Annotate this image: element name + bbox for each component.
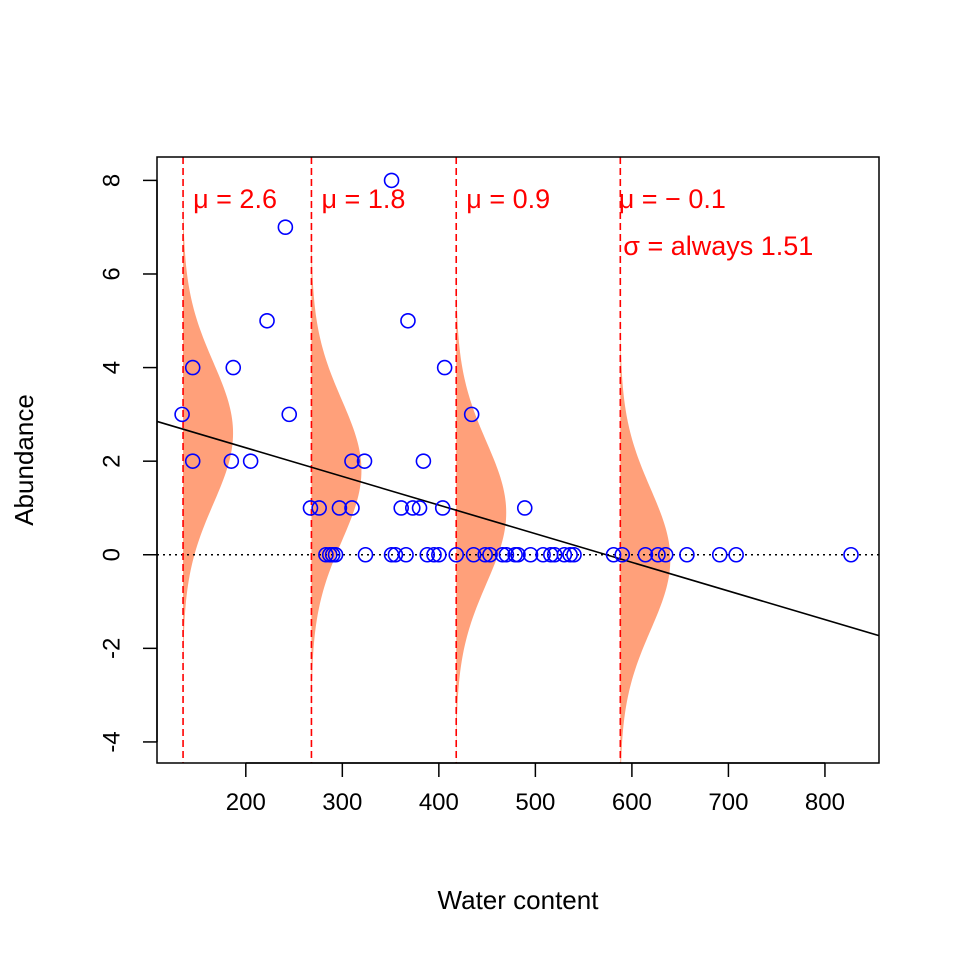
data-point-34	[436, 359, 453, 376]
y-tick-label--2: -2	[98, 638, 125, 659]
data-point-7	[259, 312, 275, 329]
data-point-38	[477, 546, 493, 563]
data-point-39	[482, 546, 498, 563]
data-point-16	[331, 500, 348, 516]
data-point-18	[344, 453, 360, 469]
data-point-2	[184, 359, 201, 376]
data-point-51	[566, 546, 582, 563]
data-point-43	[510, 546, 526, 563]
data-point-1	[174, 406, 190, 423]
y-axis: -4 -2 0 2 4 6 8	[98, 174, 158, 753]
data-point-6	[242, 453, 259, 469]
mu-label-1: μ = 2.6	[193, 184, 277, 214]
data-point-21	[383, 172, 400, 189]
x-tick-label-700: 700	[708, 789, 748, 816]
data-point-17	[344, 500, 360, 516]
regression-line-group	[156, 420, 880, 637]
density-curve-2	[311, 187, 362, 754]
data-point-45	[522, 546, 539, 563]
data-point-58	[711, 546, 728, 563]
data-point-31	[426, 546, 442, 563]
x-tick-label-200: 200	[226, 789, 266, 816]
mu-label-4: μ = − 0.1	[619, 184, 726, 214]
data-point-4	[223, 453, 240, 469]
data-point-54	[637, 546, 654, 563]
data-point-12	[318, 546, 334, 563]
density-curve-1	[183, 157, 234, 716]
data-point-53	[614, 546, 631, 563]
mu-label-2: μ = 1.8	[322, 184, 406, 214]
data-point-10	[302, 500, 319, 516]
regression-line	[156, 420, 880, 637]
x-tick-label-800: 800	[805, 789, 845, 816]
x-tick-label-500: 500	[515, 789, 555, 816]
data-point-9	[281, 406, 298, 423]
data-point-44	[516, 500, 533, 516]
data-point-55	[650, 546, 666, 563]
data-point-60	[843, 546, 859, 563]
x-tick-label-600: 600	[612, 789, 652, 816]
data-point-20	[357, 546, 374, 563]
density-curve-4	[620, 276, 671, 763]
data-point-35	[448, 546, 465, 563]
sigma-label: σ = always 1.51	[623, 231, 813, 261]
y-tick-label-0: 0	[98, 548, 125, 561]
data-point-15	[327, 546, 344, 563]
x-tick-label-400: 400	[419, 789, 459, 816]
data-point-23	[387, 546, 404, 563]
data-point-41	[498, 546, 515, 563]
x-axis-title: Water content	[438, 885, 600, 915]
data-point-36	[463, 406, 480, 423]
data-point-11	[311, 500, 327, 516]
data-point-8	[277, 219, 294, 235]
data-point-56	[657, 546, 674, 563]
data-point-50	[562, 546, 578, 563]
data-points	[174, 172, 859, 563]
data-point-49	[556, 546, 573, 563]
data-point-57	[679, 546, 695, 563]
data-point-25	[398, 546, 414, 563]
y-tick-label--4: -4	[98, 731, 125, 752]
data-point-5	[225, 359, 242, 376]
y-tick-label-4: 4	[98, 361, 125, 374]
data-point-24	[393, 500, 410, 516]
data-point-48	[546, 546, 563, 563]
normal-density-curves	[183, 157, 671, 763]
data-point-27	[404, 500, 421, 516]
y-tick-label-8: 8	[98, 174, 125, 187]
data-point-28	[411, 500, 428, 516]
density-curve-3	[456, 230, 507, 763]
y-axis-title: Abundance	[9, 394, 39, 526]
data-point-30	[419, 546, 436, 563]
data-point-33	[434, 500, 451, 516]
data-point-37	[465, 546, 482, 563]
data-point-59	[728, 546, 744, 563]
data-point-26	[400, 312, 416, 329]
y-tick-label-2: 2	[98, 454, 125, 467]
mu-label-3: μ = 0.9	[466, 184, 550, 214]
x-axis: 200 300 400 500 600 700 800	[226, 762, 845, 816]
x-tick-label-300: 300	[322, 789, 362, 816]
data-point-32	[431, 546, 447, 563]
mean-lines	[182, 157, 622, 763]
data-point-40	[494, 546, 511, 563]
y-tick-label-6: 6	[98, 267, 125, 280]
data-point-19	[356, 453, 373, 469]
data-point-29	[415, 453, 432, 469]
data-point-52	[605, 546, 622, 563]
data-point-46	[535, 546, 551, 563]
annotations: μ = 2.6 μ = 1.8 μ = 0.9 μ = − 0.1 σ = always…	[193, 184, 813, 261]
data-point-3	[184, 453, 201, 469]
